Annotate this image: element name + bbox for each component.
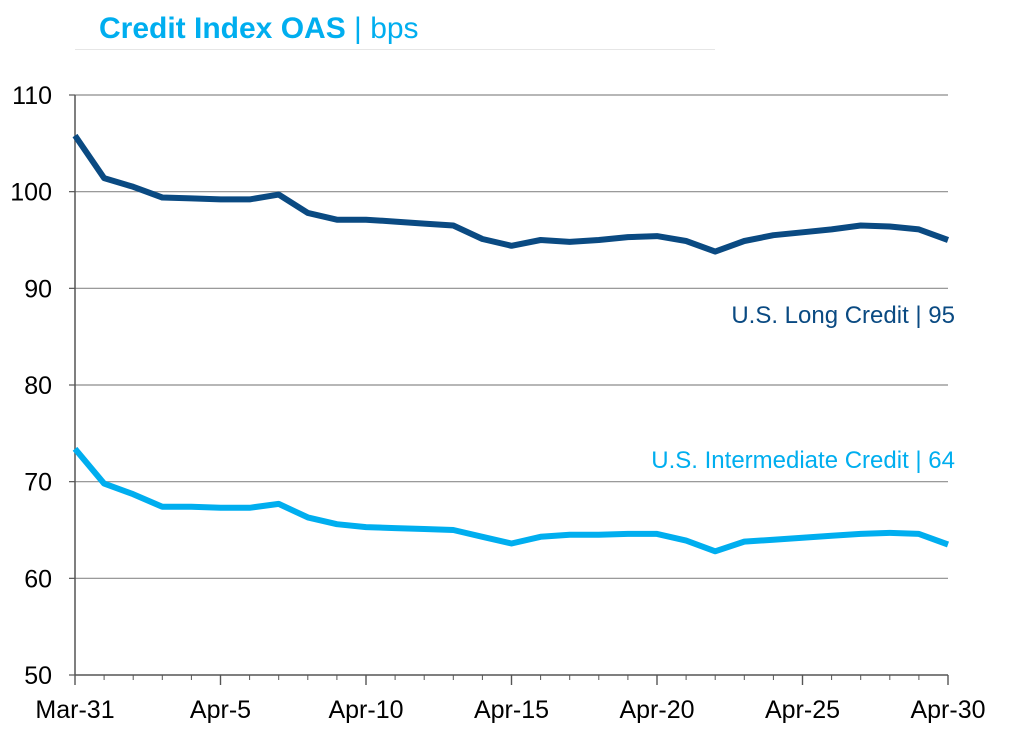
chart-title-unit: bps [370,12,419,45]
chart-title: Credit Index OAS | bps [99,12,419,46]
y-tick-label: 50 [24,662,52,690]
chart-title-main: Credit Index OAS [99,12,346,45]
x-tick-label: Apr-20 [619,696,694,724]
series-label-long-credit: U.S. Long Credit | 95 [731,302,955,329]
y-tick-label: 60 [24,565,52,593]
chart-title-separator: | [345,12,371,45]
x-tick-label: Apr-25 [765,696,840,724]
series-lines [72,133,950,555]
y-tick-label: 100 [10,179,52,207]
y-tick-label: 80 [24,372,52,400]
x-tick-label: Apr-15 [474,696,549,724]
grid-lines [75,94,948,579]
series-line-intermediate-credit [72,446,950,555]
y-tick-label: 90 [24,275,52,303]
x-tick-label: Mar-31 [35,696,114,724]
series-labels: U.S. Long Credit | 95 U.S. Intermediate C… [651,302,955,474]
series-line-long-credit [72,133,950,255]
x-axis: Mar-31 Apr-5 Apr-10 Apr-15 Apr-20 Apr-25 Apr-3… [35,674,986,724]
y-axis: 50 60 70 80 90 100 110 [10,82,76,690]
chart-title-bar: Credit Index OAS | bps [75,10,715,50]
y-tick-label: 70 [24,469,52,497]
x-tick-label: Apr-10 [328,696,403,724]
x-tick-label: Apr-5 [190,696,251,724]
series-label-intermediate-credit: U.S. Intermediate Credit | 64 [651,447,955,474]
x-tick-label: Apr-30 [910,696,985,724]
y-tick-label: 110 [12,82,52,110]
